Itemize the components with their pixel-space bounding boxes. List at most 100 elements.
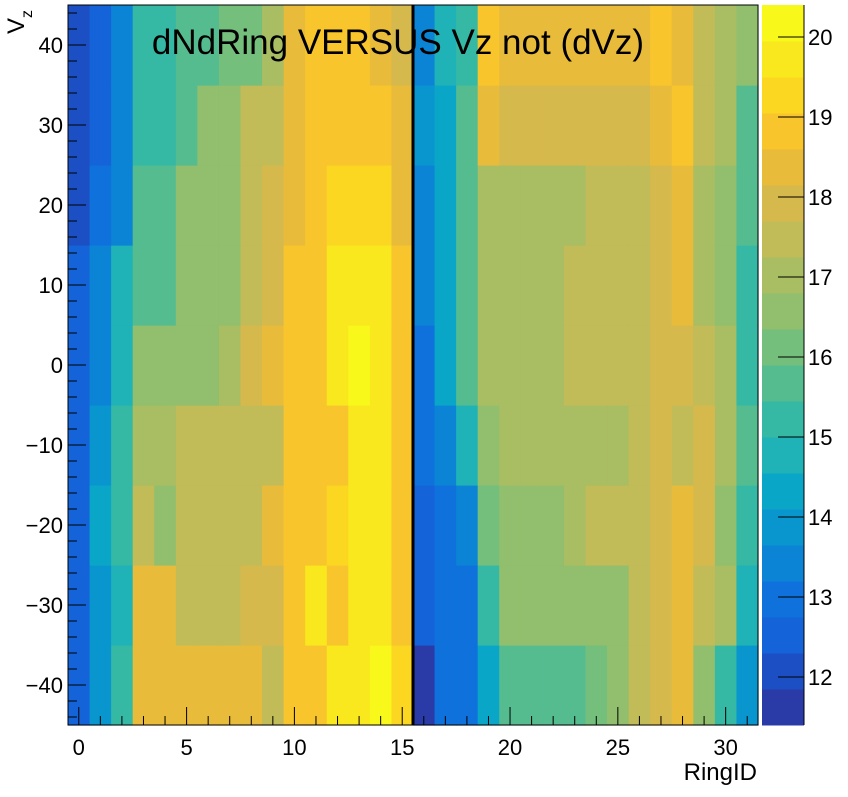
heatmap-cell	[154, 405, 177, 486]
heatmap-cell	[305, 485, 328, 566]
heatmap-cell	[262, 565, 285, 646]
heatmap-cell	[413, 85, 436, 166]
heatmap-cell	[671, 5, 694, 86]
y-tick-label: 40	[39, 33, 63, 58]
y-tick-label: 30	[39, 113, 63, 138]
heatmap-cell	[671, 565, 694, 646]
heatmap-cell	[283, 565, 306, 646]
heatmap-cell	[434, 405, 457, 486]
heatmap-cell	[369, 245, 393, 326]
heatmap-cell	[305, 325, 328, 406]
heatmap-cell	[434, 85, 457, 166]
heatmap-cell	[477, 405, 500, 486]
heatmap-cell	[650, 645, 673, 726]
heatmap-cell	[585, 485, 608, 566]
heatmap-cell	[563, 405, 587, 486]
heatmap-cell	[175, 645, 198, 726]
heatmap-cell	[714, 485, 738, 566]
heatmap-cell	[542, 325, 565, 406]
heatmap-cell	[585, 645, 608, 726]
heatmap-cell	[456, 565, 479, 646]
heatmap-cell	[456, 245, 479, 326]
heatmap-cell	[218, 245, 242, 326]
palette-swatch	[762, 545, 804, 582]
heatmap-cell	[456, 325, 479, 406]
heatmap-cell	[132, 5, 155, 86]
heatmap-cell	[89, 325, 112, 406]
heatmap-cell	[456, 645, 479, 726]
heatmap-cell	[585, 245, 608, 326]
y-axis-title-subscript: z	[19, 10, 36, 18]
heatmap-cell	[326, 85, 349, 166]
heatmap-cell	[671, 245, 694, 326]
heatmap-cell	[693, 5, 716, 86]
heatmap-cell	[714, 565, 738, 646]
heatmap-cell	[348, 485, 371, 566]
heatmap-cell	[671, 165, 694, 246]
heatmap-cell	[218, 485, 242, 566]
y-axis-title: V	[3, 18, 30, 34]
heatmap-cell	[650, 405, 673, 486]
heatmap-cell	[391, 245, 414, 326]
heatmap-cell	[111, 565, 134, 646]
heatmap-cell	[89, 645, 112, 726]
heatmap-cell	[456, 165, 479, 246]
heatmap-cell	[563, 485, 587, 566]
heatmap-cell	[736, 165, 759, 246]
x-tick-label: 0	[73, 735, 85, 760]
palette-swatch	[762, 77, 804, 114]
heatmap-cell	[736, 405, 759, 486]
heatmap-cell	[197, 645, 220, 726]
heatmap-cell	[499, 565, 522, 646]
heatmap-cell	[434, 245, 457, 326]
heatmap-cell	[175, 485, 198, 566]
heatmap-cell	[477, 325, 500, 406]
heatmap-cell	[477, 645, 500, 726]
heatmap-cell	[714, 325, 738, 406]
palette-swatch	[762, 293, 804, 330]
heatmap-cell	[89, 565, 112, 646]
heatmap-cell	[175, 405, 198, 486]
heatmap-cell	[607, 405, 630, 486]
heatmap-cell	[283, 165, 306, 246]
heatmap-cell	[348, 405, 371, 486]
heatmap-cell	[132, 405, 155, 486]
heatmap-cell	[542, 485, 565, 566]
x-tick-label: 25	[606, 735, 630, 760]
heatmap-cell	[262, 325, 285, 406]
heatmap-cell	[154, 85, 177, 166]
heatmap-cell	[650, 565, 673, 646]
heatmap-cell	[391, 325, 414, 406]
heatmap-cell	[628, 325, 651, 406]
y-axis-title-group: V z	[3, 10, 36, 34]
heatmap-cell	[154, 245, 177, 326]
heatmap-cell	[736, 565, 759, 646]
heatmap-cell	[413, 165, 436, 246]
heatmap-cell	[520, 85, 543, 166]
heatmap-cell	[585, 325, 608, 406]
y-tick-label: −40	[26, 673, 63, 698]
heatmap-cell	[175, 5, 198, 86]
heatmap-cell	[218, 165, 242, 246]
heatmap-cell	[132, 645, 155, 726]
heatmap-cell	[305, 165, 328, 246]
heatmap-cell	[391, 5, 414, 86]
heatmap-cell	[563, 5, 587, 86]
heatmap-cell	[456, 5, 479, 86]
heatmap-cell	[283, 645, 306, 726]
heatmap-cell	[348, 165, 371, 246]
palette-swatch	[762, 41, 804, 78]
heatmap-cell	[154, 645, 177, 726]
heatmap-cell	[391, 405, 414, 486]
heatmap-cell	[607, 565, 630, 646]
heatmap-cell	[585, 565, 608, 646]
heatmap-cell	[520, 565, 543, 646]
palette-swatch	[762, 185, 804, 222]
palette-swatch	[762, 509, 804, 546]
heatmap-cell	[650, 325, 673, 406]
heatmap-cell	[197, 5, 220, 86]
heatmap-cell	[607, 85, 630, 166]
heatmap-cell	[434, 565, 457, 646]
palette-swatch	[762, 689, 804, 726]
heatmap-cell	[585, 5, 608, 86]
